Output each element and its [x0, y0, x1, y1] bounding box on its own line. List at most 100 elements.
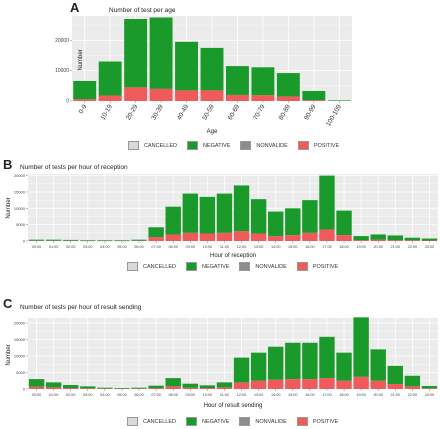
bar-positive-17:00 — [319, 229, 335, 241]
bar-positive-22:00 — [404, 386, 421, 389]
bar-positive-11:00 — [216, 232, 233, 241]
bar-negative-01:00 — [45, 239, 62, 241]
legend-swatch — [297, 141, 309, 150]
bar-positive-15:00 — [285, 379, 301, 389]
legend-item-cancelled: CANCELLED — [127, 417, 176, 426]
bar-negative-19:00 — [353, 236, 369, 241]
bar-positive-00:00 — [28, 386, 45, 389]
xtick-label: 14:00 — [271, 245, 281, 249]
xtick-label: 18:00 — [339, 393, 349, 397]
xtick-label: 15:00 — [288, 245, 298, 249]
bar-negative-04:00 — [97, 240, 113, 241]
ytick-label: 20000 — [55, 38, 69, 44]
bar-negative-80-89 — [276, 73, 300, 97]
legend-swatch — [186, 417, 198, 426]
bar-positive-07:00 — [148, 388, 164, 389]
bar-negative-08:00 — [165, 206, 181, 235]
bar-negative-90-99 — [302, 90, 326, 101]
bar-positive-16:00 — [302, 379, 318, 389]
bar-negative-03:00 — [80, 240, 96, 241]
xtick-label: 19:00 — [356, 245, 366, 249]
xtick-label: 06:00 — [134, 393, 144, 397]
bar-negative-02:00 — [63, 239, 79, 241]
ytick-label: 10000 — [14, 353, 26, 358]
y-axis-label: Number — [78, 49, 84, 70]
bar-negative-02:00 — [63, 385, 79, 389]
legend-label: POSITIVE — [312, 263, 339, 270]
chart-title-a: Number of test per age — [109, 7, 176, 14]
bar-positive-13:00 — [250, 233, 267, 241]
bar-negative-00:00 — [28, 239, 45, 241]
xtick-label: 23:00 — [425, 393, 435, 397]
bar-positive-14:00 — [268, 379, 284, 389]
legend-a: CANCELLED NEGATIVE NONVALIDE POSITIVE — [128, 141, 349, 150]
bar-negative-03:00 — [80, 386, 96, 389]
panel-letter-a: A — [70, 0, 80, 15]
legend-swatch — [127, 417, 138, 426]
legend-swatch — [187, 141, 199, 150]
bar-negative-18:00 — [336, 352, 352, 381]
bar-negative-16:00 — [302, 342, 318, 380]
x-axis-label: Age — [207, 129, 218, 135]
bar-positive-40-49 — [175, 90, 198, 101]
legend-item-negative: NEGATIVE — [186, 262, 229, 271]
xtick-label: 11:00 — [220, 393, 229, 397]
legend-item-positive: POSITIVE — [296, 417, 338, 426]
bar-negative-10:00 — [199, 385, 216, 389]
bar-negative-05:00 — [114, 388, 130, 389]
bar-positive-22:00 — [404, 240, 421, 241]
bar-positive-70-79 — [251, 95, 275, 101]
bar-negative-17:00 — [319, 336, 335, 379]
bar-negative-00:00 — [28, 379, 45, 387]
xtick-label: 07:00 — [151, 393, 161, 397]
chart-b-plot: 0 5000 10000 15000 20000 00:00 01:00 02:00 03:00… — [6, 173, 438, 259]
ytick-label: 0 — [23, 387, 26, 392]
bar-negative-06:00 — [131, 239, 147, 241]
ytick-label: 10000 — [14, 206, 26, 211]
bar-positive-0-9 — [73, 99, 97, 101]
ytick-label: 5000 — [16, 370, 26, 375]
x-axis-label: Hour of reception — [210, 253, 256, 259]
bar-positive-21:00 — [387, 240, 403, 241]
ytick-label: 15000 — [14, 189, 26, 194]
bar-positive-23:00 — [421, 388, 438, 389]
bar-positive-20:00 — [370, 380, 386, 389]
plot-background — [28, 318, 438, 389]
bar-positive-18:00 — [336, 380, 352, 389]
legend-label: NEGATIVE — [202, 418, 230, 425]
bar-negative-10-19 — [98, 61, 122, 96]
xtick-label: 07:00 — [151, 245, 161, 249]
bar-negative-01:00 — [45, 382, 62, 388]
legend-b: CANCELLED NEGATIVE NONVALIDE POSITIVE — [127, 262, 348, 271]
bar-negative-21:00 — [387, 235, 403, 241]
bar-negative-16:00 — [302, 200, 318, 233]
legend-swatch — [296, 262, 308, 271]
bar-negative-21:00 — [387, 365, 403, 385]
xtick-label: 18:00 — [339, 245, 349, 249]
bar-negative-12:00 — [233, 357, 250, 383]
xtick-label: 15:00 — [288, 393, 298, 397]
legend-label: CANCELLED — [143, 263, 177, 270]
bar-negative-19:00 — [353, 317, 369, 377]
xtick-label: 02:00 — [66, 393, 76, 397]
bar-negative-18:00 — [336, 210, 352, 236]
xtick-label: 04:00 — [100, 393, 110, 397]
xtick-label: 08:00 — [168, 245, 178, 249]
xtick-label: 22:00 — [408, 393, 418, 397]
ytick-label: 15000 — [14, 337, 26, 342]
bar-positive-03:00 — [80, 388, 96, 389]
bar-positive-12:00 — [233, 231, 250, 241]
ytick-label: 20000 — [14, 173, 26, 178]
chart-title-c: Number of tests per hour of result sendi… — [20, 304, 142, 311]
xtick-label: 00:00 — [32, 245, 42, 249]
legend-label: CANCELLED — [143, 418, 177, 425]
xtick-label: 17:00 — [322, 393, 332, 397]
bar-negative-20:00 — [370, 234, 386, 240]
bar-negative-15:00 — [285, 208, 301, 236]
bar-negative-15:00 — [285, 342, 301, 380]
xtick-label: 10:00 — [203, 245, 213, 249]
xtick-label: 01:00 — [49, 393, 59, 397]
bar-positive-20:00 — [370, 239, 386, 241]
legend-label: NONVALIDE — [255, 263, 287, 270]
